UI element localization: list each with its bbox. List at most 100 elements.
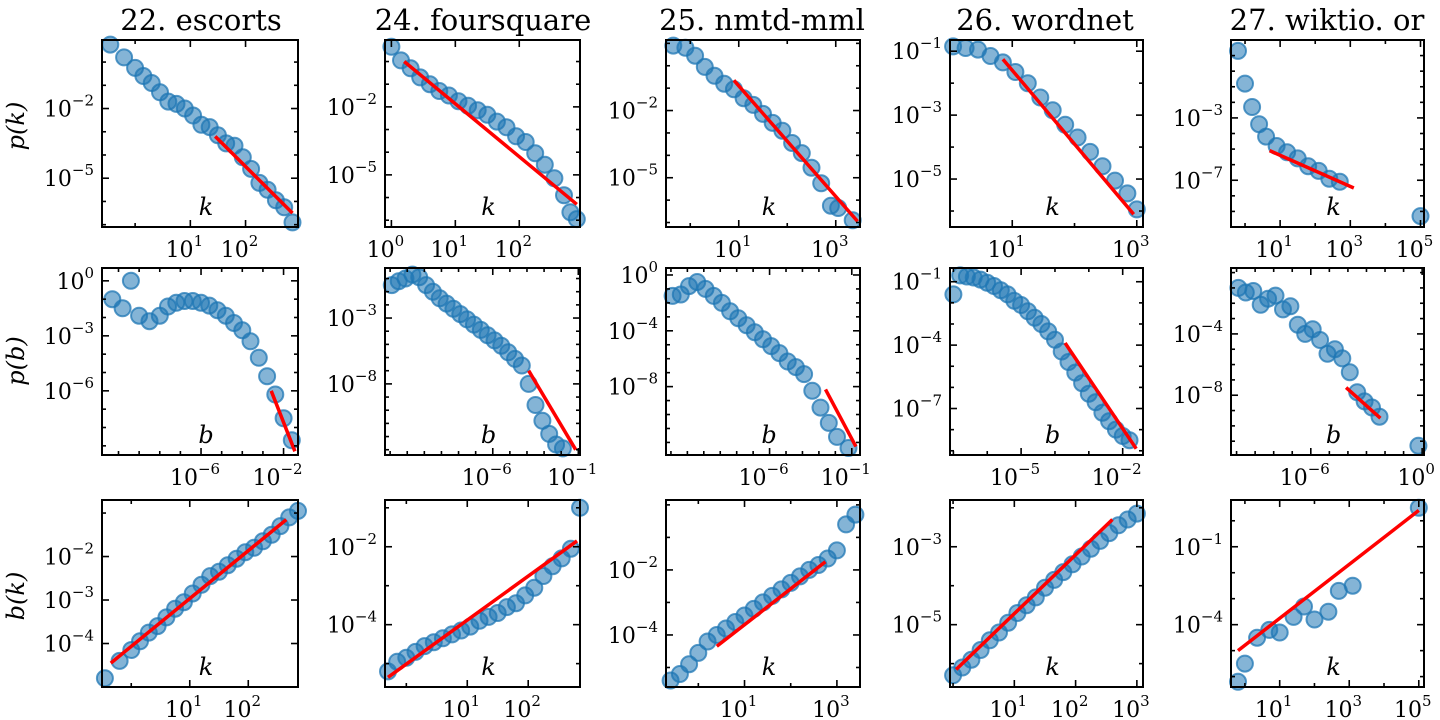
x-tick-label: 101 [165,692,203,720]
data-point [553,439,572,458]
axis-variable-label: k [199,193,214,221]
plot-frame [101,499,299,688]
y-tick-label: 10−5 [44,161,94,192]
plot-frame [1230,267,1425,456]
axis-variable-label: k [762,653,777,681]
fit-line [732,79,859,223]
x-tick-label: 103 [1326,232,1364,263]
column-title-escorts: 22. escorts [120,3,281,37]
data-point [113,299,132,318]
x-tick-label: 100 [1397,460,1435,491]
data-point [1333,349,1352,368]
row-labels: p(k) p(b) b(k) [2,102,30,621]
x-tick-label: 103 [811,232,849,263]
data-point [827,541,846,560]
x-tick-label: 101 [1255,232,1293,263]
x-tick-label: 101 [990,692,1028,720]
column-title-wordnet: 26. wordnet [956,3,1134,37]
plot-frame [665,499,861,688]
data-point [686,46,705,65]
panel-r1-c2: 10−6 10−1 100 10−4 10−8 b [608,258,871,491]
y-tick-label: 10−6 [44,374,94,405]
axis-variable-label: k [481,653,496,681]
y-tick-label: 10−3 [892,98,942,129]
axis-variable-label: b [1326,421,1341,449]
y-tick-label: 10−4 [1173,608,1223,639]
x-tick-label: 100 [367,232,405,263]
column-title-wiktio-or: 27. wiktio. or [1230,3,1425,37]
y-tick-label: 10−5 [892,608,942,639]
y-tick-label: 10−8 [608,370,658,401]
axis-variable-label: b [1045,421,1060,449]
data-point [1319,602,1338,621]
data-point [525,578,544,597]
y-tick-label: 10−1 [892,265,942,296]
x-tick-label: 10−6 [170,460,220,491]
x-tick-label: 101 [431,232,469,263]
x-tick-label: 101 [1255,692,1293,720]
column-title-nmtd-mml: 25. nmtd-mml [659,3,865,37]
y-tick-label: 10−3 [327,301,377,332]
data-point [1236,74,1254,93]
y-tick-label: 10−2 [44,540,94,571]
x-tick-label: 103 [1324,692,1362,720]
y-tick-label: 10−2 [327,90,377,121]
row-label-pb: p(b) [2,336,30,385]
data-point [944,285,963,304]
data-point [1305,610,1324,629]
x-tick-label: 103 [1112,692,1150,720]
panel-r2-c2: 101 103 10−2 10−4 k [608,499,865,720]
x-tick-label: 101 [714,232,752,263]
data-point [795,365,814,384]
x-tick-label: 101 [442,692,480,720]
x-tick-label: 10−1 [821,460,871,491]
x-tick-label: 101 [987,232,1025,263]
plot-frame [1230,499,1425,688]
data-point [561,539,580,558]
panel-r2-c1: 101 102 10−2 10−4 k [327,498,589,720]
data-point [95,669,114,688]
data-point [1118,184,1137,203]
data-point [535,155,554,174]
x-tick-label: 102 [223,692,261,720]
y-tick-label: 10−2 [608,94,658,125]
data-point [121,271,140,290]
fit-line [954,518,1114,671]
data-point [1235,654,1254,673]
x-tick-label: 10−5 [990,460,1040,491]
x-tick-label: 10−6 [1280,460,1330,491]
data-point [1266,286,1285,305]
x-tick-label: 10−2 [1092,460,1142,491]
axis-variable-label: k [1326,653,1341,681]
panel-r0-c4: 101 103 105 10−3 10−7 k [1173,39,1434,263]
data-point [1340,363,1359,382]
y-tick-label: 10−4 [608,618,658,649]
data-point [812,174,831,193]
panel-r2-c4: 101 103 105 10−1 10−4 k [1173,498,1432,720]
data-point [819,413,838,432]
x-tick-label: 10−1 [547,460,597,491]
data-point [1343,576,1362,595]
plot-frame [949,39,1144,228]
axis-variable-label: k [199,653,214,681]
y-tick-label: 10−8 [327,367,377,398]
x-tick-label: 105 [1394,692,1432,720]
x-tick-label: 10−6 [739,460,789,491]
x-tick-label: 105 [1396,232,1434,263]
plot-frame [949,499,1144,688]
x-tick-label: 10−6 [462,460,512,491]
fit-line [527,369,578,451]
data-point [241,332,260,351]
data-point [526,396,545,414]
data-point [811,398,830,417]
y-tick-label: 100 [620,258,658,289]
axis-variable-label: k [481,193,496,221]
axis-variable-label: b [481,421,496,449]
panel-r0-c3: 101 103 10−1 10−3 10−5 k [892,34,1150,263]
panel-r2-c0: 101 102 10−2 10−3 10−4 k [44,499,307,720]
y-tick-label: 10−3 [44,319,94,350]
column-title-foursquare: 24. foursquare [375,3,592,37]
plot-frame [101,39,299,228]
y-tick-label: 10−4 [1173,317,1223,348]
data-point [567,210,586,229]
